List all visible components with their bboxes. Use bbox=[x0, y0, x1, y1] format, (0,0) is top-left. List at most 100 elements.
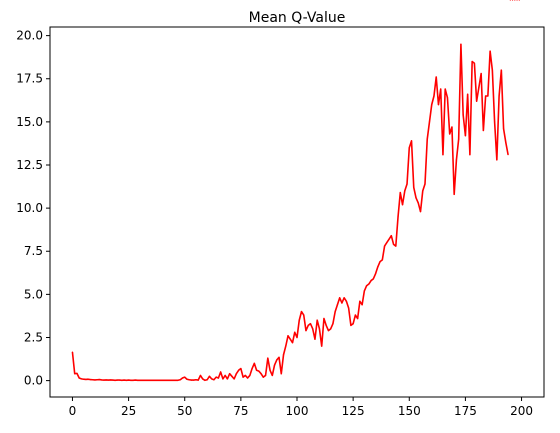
data-point bbox=[229, 373, 231, 375]
data-point bbox=[206, 379, 208, 381]
data-point bbox=[467, 93, 469, 95]
data-point bbox=[444, 88, 446, 90]
y-tick-label: 7.5 bbox=[24, 244, 43, 258]
data-point bbox=[348, 307, 350, 309]
data-point bbox=[76, 372, 78, 374]
x-tick-label: 0 bbox=[69, 404, 77, 418]
data-point bbox=[366, 285, 368, 287]
x-axis: 0 25 50 75 100 125 150 175 200 bbox=[69, 397, 533, 418]
data-point bbox=[307, 324, 309, 327]
data-point bbox=[464, 135, 467, 137]
y-tick-label: 5.0 bbox=[24, 287, 43, 301]
data-point bbox=[107, 379, 109, 381]
data-point bbox=[276, 359, 278, 361]
data-point bbox=[494, 121, 496, 123]
data-point bbox=[350, 324, 352, 327]
data-point bbox=[392, 243, 395, 245]
data-point bbox=[314, 338, 316, 340]
data-point bbox=[440, 88, 442, 90]
data-point bbox=[327, 329, 330, 332]
data-point bbox=[80, 378, 83, 380]
data-point bbox=[509, 0, 511, 1]
data-point bbox=[471, 60, 473, 63]
data-point bbox=[482, 129, 484, 132]
data-point bbox=[345, 300, 347, 302]
data-point bbox=[294, 331, 296, 333]
data-point bbox=[262, 376, 264, 378]
data-point bbox=[507, 154, 509, 156]
data-point bbox=[397, 216, 399, 218]
data-point bbox=[374, 273, 377, 275]
data-point bbox=[121, 379, 123, 381]
data-point bbox=[168, 379, 170, 381]
data-point bbox=[101, 379, 103, 381]
data-point bbox=[298, 319, 300, 321]
data-point bbox=[202, 378, 204, 380]
data-point bbox=[125, 379, 127, 381]
data-point bbox=[177, 379, 179, 381]
data-point bbox=[260, 373, 262, 375]
data-point bbox=[242, 376, 244, 378]
data-point bbox=[422, 190, 424, 192]
data-point bbox=[372, 278, 374, 280]
data-point bbox=[224, 374, 226, 377]
data-point bbox=[489, 50, 491, 52]
data-point bbox=[74, 373, 76, 375]
data-point bbox=[94, 379, 96, 381]
data-point bbox=[123, 379, 125, 381]
data-point bbox=[413, 186, 415, 189]
x-tick-label: 175 bbox=[454, 404, 477, 418]
data-point bbox=[119, 379, 121, 381]
data-point bbox=[386, 242, 388, 244]
data-point bbox=[406, 183, 408, 185]
y-tick-label: 20.0 bbox=[16, 29, 43, 43]
data-point bbox=[96, 379, 98, 381]
data-point bbox=[244, 374, 246, 377]
data-point bbox=[428, 121, 431, 123]
x-tick-label: 50 bbox=[177, 404, 192, 418]
data-point bbox=[516, 0, 518, 1]
data-point bbox=[377, 266, 379, 268]
data-point bbox=[339, 297, 341, 299]
data-point bbox=[269, 369, 271, 371]
data-point bbox=[460, 43, 462, 45]
data-point bbox=[330, 328, 332, 330]
x-tick-label: 100 bbox=[286, 404, 309, 418]
data-point bbox=[415, 197, 417, 199]
data-point bbox=[89, 378, 92, 381]
x-tick-label: 75 bbox=[233, 404, 248, 418]
data-point bbox=[442, 154, 444, 156]
data-point bbox=[309, 323, 312, 325]
data-point bbox=[110, 379, 112, 381]
data-point bbox=[186, 378, 188, 380]
data-point bbox=[431, 104, 433, 106]
data-point bbox=[287, 335, 289, 337]
data-point bbox=[291, 342, 294, 344]
data-point bbox=[388, 238, 390, 240]
data-point bbox=[222, 378, 224, 380]
data-point bbox=[451, 126, 453, 128]
data-point bbox=[426, 138, 428, 140]
data-point bbox=[433, 95, 435, 97]
data-point bbox=[92, 379, 94, 381]
data-point bbox=[255, 369, 258, 371]
y-tick-label: 0.0 bbox=[24, 374, 43, 388]
x-tick-label: 200 bbox=[510, 404, 533, 418]
data-point bbox=[390, 235, 392, 237]
data-point bbox=[98, 378, 100, 381]
data-point bbox=[514, 0, 516, 1]
data-point bbox=[410, 140, 413, 142]
data-point bbox=[163, 379, 166, 381]
data-point bbox=[496, 159, 498, 161]
data-point bbox=[453, 193, 455, 195]
data-point bbox=[325, 324, 327, 327]
data-point bbox=[271, 374, 273, 377]
data-point bbox=[148, 379, 150, 381]
data-point bbox=[361, 304, 363, 306]
data-point bbox=[103, 379, 105, 381]
data-point bbox=[462, 114, 464, 116]
data-point bbox=[139, 379, 141, 381]
data-point bbox=[354, 314, 356, 316]
y-tick-label: 10.0 bbox=[16, 201, 43, 215]
